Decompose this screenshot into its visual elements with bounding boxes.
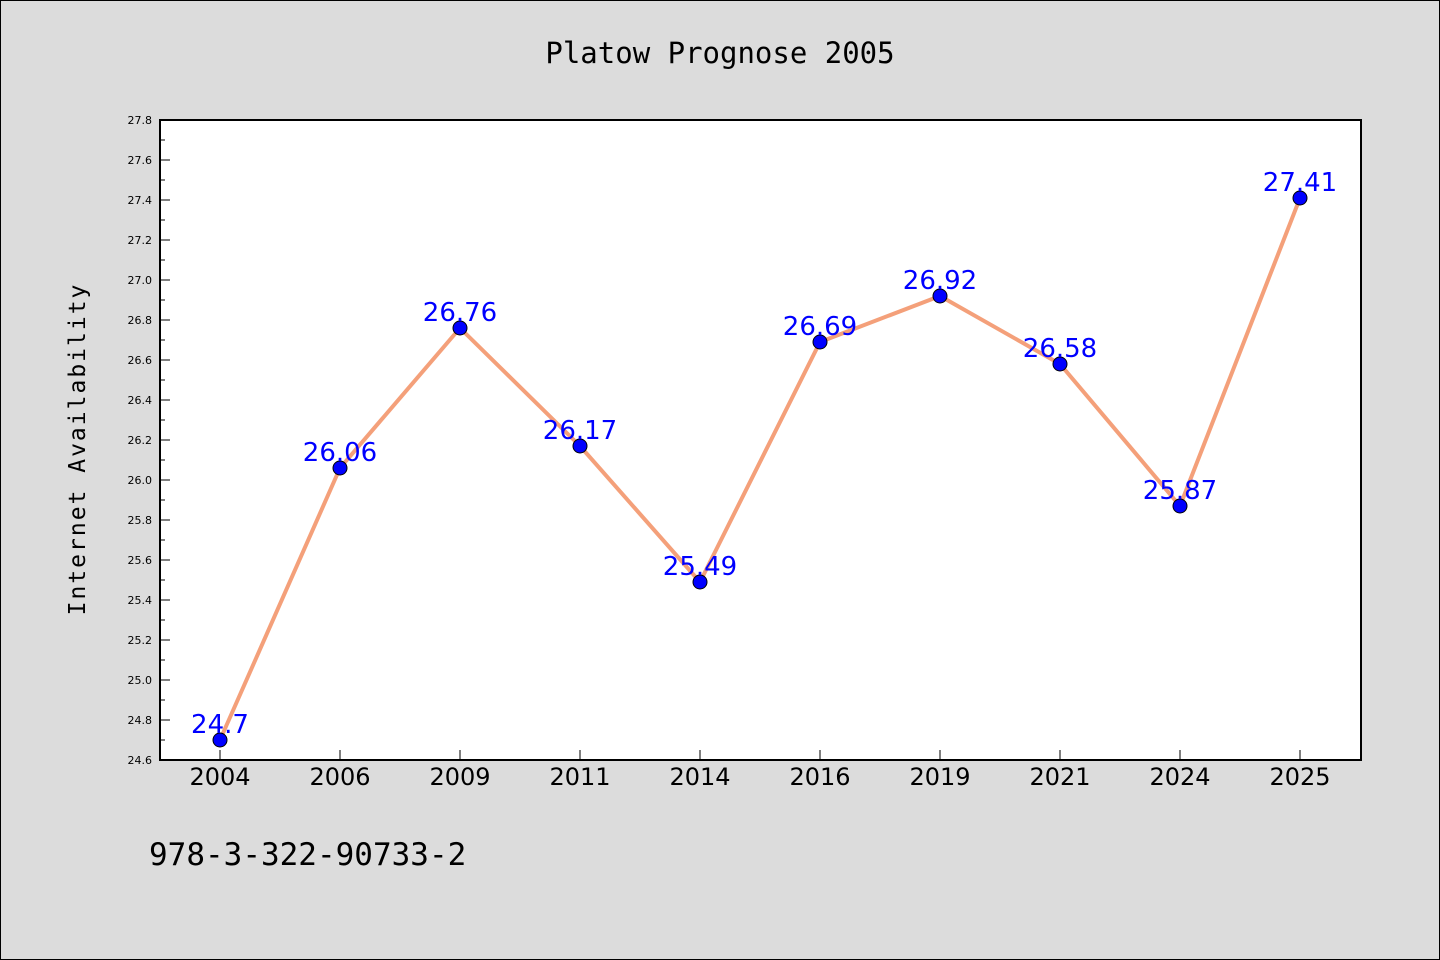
data-label: 26.17 — [543, 416, 617, 446]
data-label: 26.92 — [903, 266, 977, 296]
data-label: 26.58 — [1023, 334, 1097, 364]
y-tick-label: 27.4 — [128, 194, 153, 207]
data-point — [332, 460, 348, 476]
series-group — [212, 190, 1308, 748]
x-tick-label: 2021 — [1029, 763, 1090, 791]
data-point — [212, 732, 228, 748]
series-line — [218, 197, 1302, 741]
data-point — [1172, 498, 1188, 514]
data-label: 25.87 — [1143, 476, 1217, 506]
y-tick-label: 26.4 — [128, 394, 153, 407]
x-tick-label: 2025 — [1269, 763, 1330, 791]
y-tick-label: 27.2 — [128, 234, 153, 247]
y-tick-label: 26.6 — [128, 354, 153, 367]
x-tick-label: 2019 — [909, 763, 970, 791]
y-tick-label: 27.6 — [128, 154, 153, 167]
x-tick-label: 2006 — [309, 763, 370, 791]
data-labels: 24.7 26.06 26.76 26.17 25.49 26.69 26.92 26.58 2… — [191, 168, 1337, 740]
plot-area — [159, 119, 1362, 761]
data-point — [1292, 190, 1308, 206]
data-point — [812, 334, 828, 350]
data-point — [692, 574, 708, 590]
x-tick-label: 2024 — [1149, 763, 1210, 791]
data-label: 25.49 — [663, 552, 737, 582]
y-axis: 24.6 24.8 25.0 25.2 25.4 25.6 25.8 26.0 26.2 26.4… — [128, 114, 170, 767]
x-tick-label: 2009 — [429, 763, 490, 791]
y-tick-label: 27.0 — [128, 274, 153, 287]
x-tick-label: 2014 — [669, 763, 730, 791]
data-label: 27.41 — [1263, 168, 1337, 198]
data-point — [1052, 356, 1068, 372]
data-point — [932, 288, 948, 304]
x-axis: 2004 2006 2009 2011 2014 2016 2019 2021 2024 2025 — [189, 750, 1331, 791]
isbn-footer: 978-3-322-90733-2 — [149, 837, 466, 873]
y-tick-label: 25.0 — [128, 674, 153, 687]
y-tick-label: 25.2 — [128, 634, 153, 647]
x-tick-label: 2016 — [789, 763, 850, 791]
x-tick-label: 2011 — [549, 763, 610, 791]
data-label: 24.7 — [191, 710, 249, 740]
y-tick-label: 26.8 — [128, 314, 153, 327]
data-label: 26.69 — [783, 312, 857, 342]
x-tick-label: 2004 — [189, 763, 250, 791]
y-tick-label: 25.8 — [128, 514, 153, 527]
chart-title: Platow Prognose 2005 — [545, 36, 894, 70]
y-tick-label: 27.8 — [128, 114, 153, 127]
data-point — [572, 438, 588, 454]
y-tick-label: 26.2 — [128, 434, 153, 447]
y-tick-label: 25.4 — [128, 594, 153, 607]
data-point — [452, 320, 468, 336]
data-label: 26.76 — [423, 298, 497, 328]
y-axis-label: Internet Availability — [65, 283, 91, 616]
y-tick-label: 26.0 — [128, 474, 153, 487]
y-tick-label: 24.8 — [128, 714, 153, 727]
data-label: 26.06 — [303, 438, 377, 468]
y-tick-label: 25.6 — [128, 554, 153, 567]
y-tick-label: 24.6 — [128, 754, 153, 767]
